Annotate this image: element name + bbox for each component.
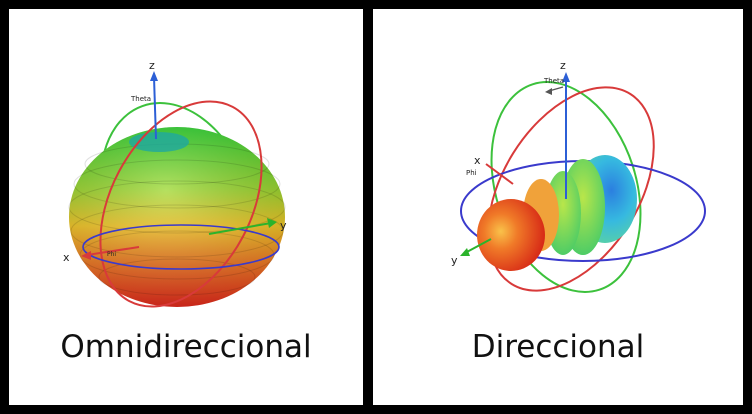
x-axis	[485, 163, 514, 185]
y-axis	[208, 222, 272, 235]
x-axis	[86, 246, 140, 256]
directional-lobes	[477, 155, 637, 271]
theta-label: Theta	[130, 95, 151, 103]
phi-label: Phi	[107, 251, 116, 258]
directional-panel: z Theta x Phi y Direccional	[373, 9, 743, 405]
directional-pattern-diagram: z Theta x Phi y	[451, 59, 706, 293]
y-axis	[464, 238, 492, 254]
caption-omnidirectional: Omnidireccional	[60, 329, 312, 365]
omnidirectional-pattern-diagram: z Theta y x Phi	[63, 59, 287, 308]
phi-label: Phi	[466, 169, 477, 177]
y-axis-label: y	[280, 219, 287, 232]
caption-directional: Direccional	[471, 329, 645, 365]
main-lobe	[477, 199, 545, 271]
z-axis-label: z	[560, 59, 566, 72]
x-axis-label: x	[474, 154, 481, 167]
red-ring	[99, 100, 263, 308]
omnidirectional-panel: z Theta y x Phi Omnidireccional	[9, 9, 363, 405]
theta-label: Theta	[543, 77, 564, 85]
z-axis-label: z	[149, 59, 155, 72]
z-axis	[153, 76, 157, 140]
x-axis-label: x	[63, 251, 70, 264]
y-axis-label: y	[451, 254, 458, 267]
blue-ring	[82, 224, 280, 270]
omnidirectional-lobe	[68, 127, 286, 307]
